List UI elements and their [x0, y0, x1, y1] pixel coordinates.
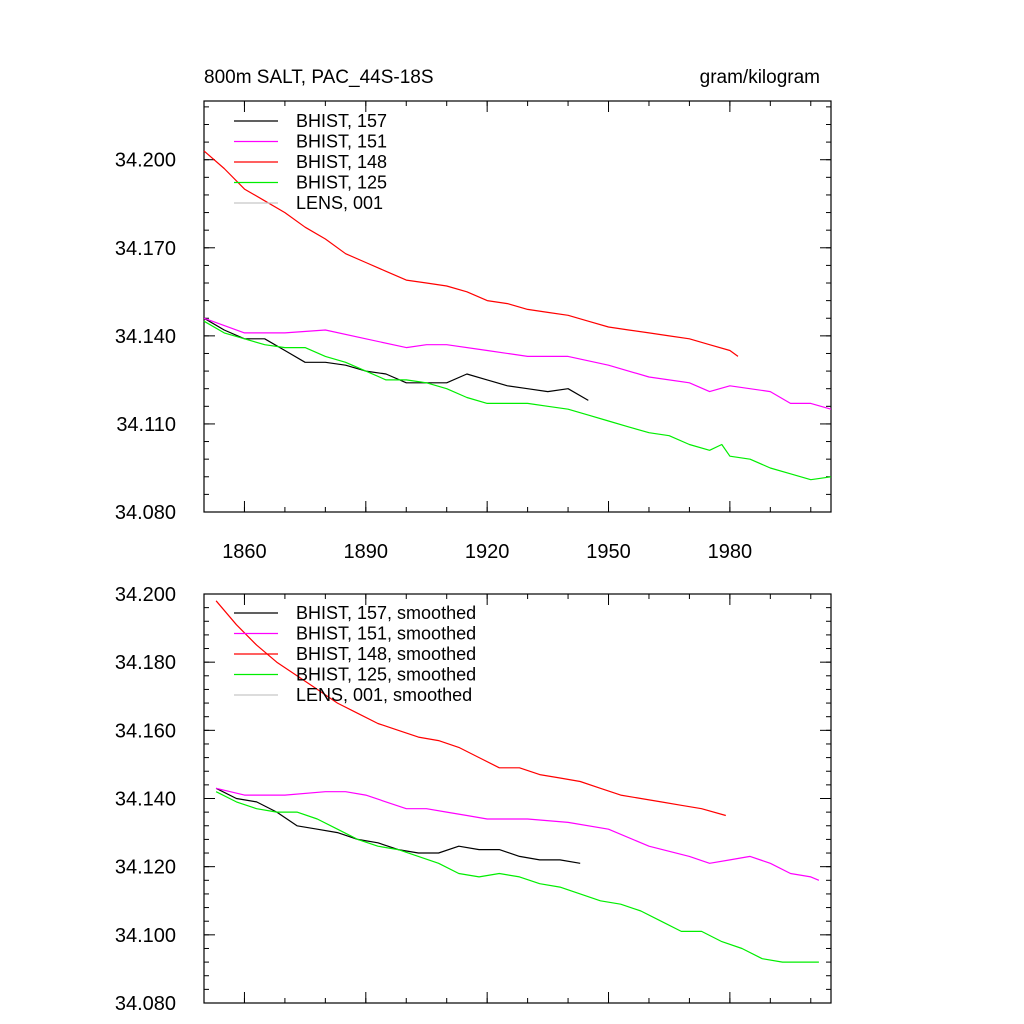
bottom-y-tick-label: 34.080: [115, 993, 176, 1015]
top-plot-frame: [203, 100, 832, 513]
top-panel: 800m SALT, PAC_44S-18S gram/kilogram 186…: [115, 67, 832, 563]
top-legend-label: LENS, 001: [296, 193, 383, 213]
top-y-tick-label: 34.110: [116, 414, 176, 436]
bottom-y-tick-label: 34.160: [115, 720, 176, 742]
top-x-tick-label: 1860: [222, 541, 267, 563]
top-series-line-2: [203, 150, 739, 357]
bottom-legend-label: BHIST, 151, smoothed: [296, 624, 476, 644]
bottom-series-line-3: [215, 791, 819, 963]
bottom-legend-label: BHIST, 157, smoothed: [296, 603, 476, 623]
bottom-series-line-0: [215, 787, 581, 864]
bottom-y-tick-label: 34.200: [115, 584, 176, 606]
top-series-line-0: [203, 317, 589, 401]
bottom-legend-label: BHIST, 148, smoothed: [296, 644, 476, 664]
top-legend-label: BHIST, 125: [296, 173, 387, 193]
top-y-tick-label: 34.200: [115, 150, 176, 172]
top-x-tick-label: 1980: [708, 541, 753, 563]
bottom-series-line-2: [215, 600, 726, 817]
bottom-y-tick-label: 34.100: [115, 925, 176, 947]
bottom-series-line-1: [215, 787, 820, 881]
top-panel-units: gram/kilogram: [700, 67, 820, 88]
top-series-line-3: [203, 320, 832, 481]
top-legend-label: BHIST, 157: [296, 111, 387, 131]
top-x-tick-label: 1890: [344, 541, 389, 563]
top-x-tick-label: 1920: [465, 541, 510, 563]
top-y-tick-label: 34.080: [115, 502, 176, 524]
bottom-panel: 34.080 34.100 34.120 34.140 34.160 34.180 34.2…: [115, 584, 832, 1015]
top-series-line-1: [203, 317, 832, 410]
top-y-tick-label: 34.170: [115, 238, 176, 260]
top-legend-label: BHIST, 151: [296, 132, 387, 152]
bottom-legend-label: BHIST, 125, smoothed: [296, 665, 476, 685]
top-y-tick-label: 34.140: [115, 326, 176, 348]
top-legend-label: BHIST, 148: [296, 152, 387, 172]
top-panel-title: 800m SALT, PAC_44S-18S: [204, 67, 434, 88]
top-x-tick-label: 1950: [586, 541, 631, 563]
bottom-legend-label: LENS, 001, smoothed: [296, 685, 472, 705]
bottom-y-tick-label: 34.180: [115, 652, 176, 674]
bottom-y-tick-label: 34.120: [115, 857, 176, 879]
bottom-y-tick-label: 34.140: [115, 789, 176, 811]
